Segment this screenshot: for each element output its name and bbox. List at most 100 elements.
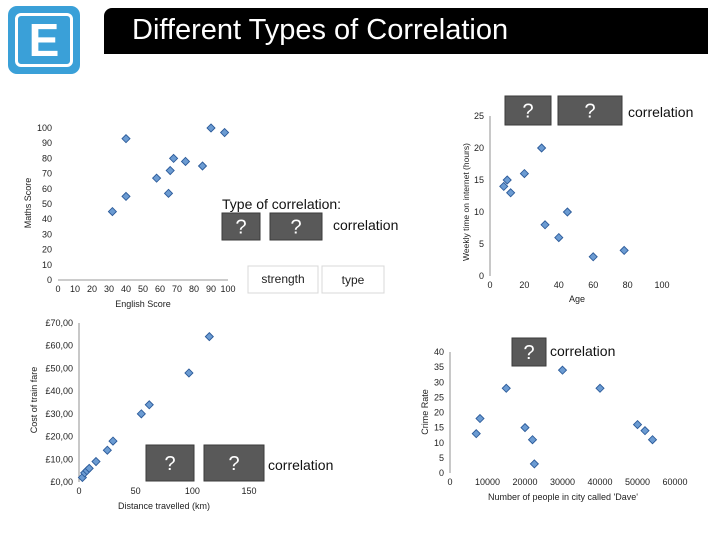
bl-y-tick-label: £30,00 xyxy=(45,409,73,419)
tr-x-axis-title: Age xyxy=(569,294,585,304)
br-data-point xyxy=(647,435,658,445)
bl-x-axis-title: Distance travelled (km) xyxy=(118,501,210,511)
tl-strength-question: ? xyxy=(235,217,246,239)
tl-x-tick-label: 30 xyxy=(104,284,114,294)
br-y-tick-label: 20 xyxy=(434,408,444,418)
bl-y-axis-title: Cost of train fare xyxy=(29,367,39,434)
tl-strength-question-box xyxy=(221,212,261,241)
br-type-question: ? xyxy=(523,342,534,364)
bl-x-tick-label: 50 xyxy=(131,486,141,496)
br-data-point xyxy=(520,422,530,433)
tl-y-tick-label: 80 xyxy=(42,153,52,163)
br-y-tick-label: 35 xyxy=(434,362,444,372)
tl-data-point xyxy=(197,161,208,171)
tr-y-tick-label: 20 xyxy=(474,143,484,153)
bl-x-tick-label: 0 xyxy=(76,486,81,496)
tr-strength-question-box xyxy=(504,95,552,126)
br-x-axis-title: Number of people in city called 'Dave' xyxy=(488,492,638,502)
br-data-point xyxy=(557,365,568,375)
tr-data-point xyxy=(502,175,512,185)
tl-data-point xyxy=(165,165,175,176)
tr-data-point xyxy=(619,245,629,256)
tl-x-tick-label: 60 xyxy=(155,284,165,294)
bl-strength-question: ? xyxy=(164,453,175,475)
tr-x-tick-label: 80 xyxy=(623,280,633,290)
tl-data-point xyxy=(121,134,131,144)
br-y-tick-label: 10 xyxy=(434,438,444,448)
tl-y-tick-label: 40 xyxy=(42,214,52,224)
br-y-tick-label: 30 xyxy=(434,377,444,387)
br-y-tick-label: 25 xyxy=(434,392,444,402)
tl-y-tick-label: 30 xyxy=(42,229,52,239)
tl-y-tick-label: 100 xyxy=(37,123,52,133)
logo: E xyxy=(8,6,80,74)
tr-data-point xyxy=(588,252,598,262)
br-data-point xyxy=(632,419,643,430)
tl-y-tick-label: 20 xyxy=(42,245,52,255)
bl-y-tick-label: £70,00 xyxy=(45,318,73,328)
tl-x-tick-label: 0 xyxy=(55,284,60,294)
tl-y-tick-label: 50 xyxy=(42,199,52,209)
tr-data-point xyxy=(499,181,509,192)
bl-x-tick-label: 100 xyxy=(185,486,200,496)
title-bar: Different Types of Correlation xyxy=(104,8,708,54)
tr-x-tick-label: 20 xyxy=(519,280,529,290)
tr-x-tick-label: 60 xyxy=(588,280,598,290)
br-data-point xyxy=(527,435,538,445)
bl-data-point xyxy=(84,463,94,474)
bl-data-point xyxy=(108,436,118,446)
tl-data-point xyxy=(206,123,216,133)
tl-strength-tag: strength xyxy=(261,272,304,286)
br-y-tick-label: 15 xyxy=(434,423,444,433)
tr-y-tick-label: 0 xyxy=(479,271,484,281)
tl-x-tick-label: 100 xyxy=(220,284,235,294)
bl-y-tick-label: £40,00 xyxy=(45,386,73,396)
logo-letter: E xyxy=(28,14,60,66)
br-x-tick-label: 40000 xyxy=(587,477,612,487)
bl-y-tick-label: £50,00 xyxy=(45,363,73,373)
br-y-tick-label: 40 xyxy=(434,347,444,357)
bl-y-tick-label: £10,00 xyxy=(45,454,73,464)
tl-x-tick-label: 90 xyxy=(206,284,216,294)
tl-x-axis-title: English Score xyxy=(115,299,171,309)
logo-frame xyxy=(15,13,73,67)
tl-data-point xyxy=(168,153,179,164)
bl-type-question: ? xyxy=(228,453,239,475)
tl-correlation-caption: Type of correlation: xyxy=(222,196,341,212)
bl-correlation-word: correlation xyxy=(268,457,333,473)
tl-data-point xyxy=(107,206,118,217)
tl-x-tick-label: 80 xyxy=(189,284,199,294)
br-x-tick-label: 60000 xyxy=(662,477,687,487)
page-title: Different Types of Correlation xyxy=(132,14,509,46)
tl-x-tick-label: 40 xyxy=(121,284,131,294)
tr-data-point xyxy=(519,168,530,179)
tr-y-tick-label: 10 xyxy=(474,207,484,217)
tr-x-tick-label: 100 xyxy=(654,280,669,290)
br-y-tick-label: 0 xyxy=(439,468,444,478)
tr-data-point xyxy=(506,188,516,198)
tl-x-tick-label: 10 xyxy=(70,284,80,294)
tl-y-tick-label: 90 xyxy=(42,138,52,148)
tl-data-point xyxy=(219,127,230,138)
tl-y-tick-label: 10 xyxy=(42,260,52,270)
bl-type-question-box xyxy=(203,444,265,482)
tr-y-axis-title: Weekly time on internet (hours) xyxy=(461,143,471,261)
bl-strength-question-box xyxy=(145,444,195,482)
bl-y-tick-label: £60,00 xyxy=(45,341,73,351)
tl-data-point xyxy=(180,156,191,167)
tr-strength-question: ? xyxy=(522,101,533,123)
br-x-tick-label: 10000 xyxy=(475,477,500,487)
tr-x-tick-label: 0 xyxy=(487,280,492,290)
tr-type-question-box xyxy=(557,95,623,126)
tl-x-tick-label: 20 xyxy=(87,284,97,294)
br-y-tick-label: 5 xyxy=(439,453,444,463)
tl-data-point xyxy=(163,188,174,198)
tl-type-question: ? xyxy=(290,217,301,239)
tl-strength-tag-box xyxy=(247,265,319,294)
tl-data-point xyxy=(151,173,162,183)
br-correlation-word: correlation xyxy=(550,343,615,359)
bl-y-tick-label: £0,00 xyxy=(50,477,73,487)
bl-data-point xyxy=(102,445,112,455)
bl-x-tick-label: 150 xyxy=(241,486,256,496)
